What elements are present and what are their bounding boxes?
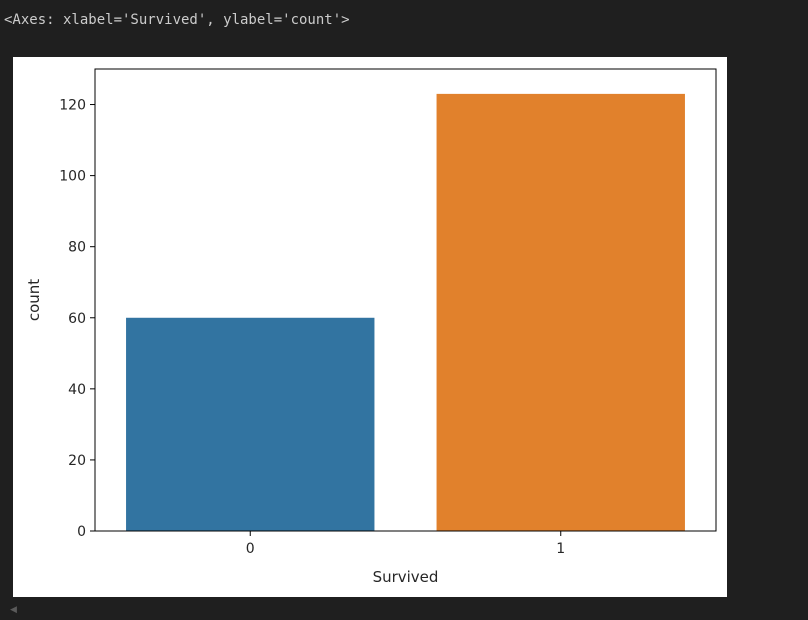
y-axis-label: count — [25, 279, 43, 321]
y-tick-label: 20 — [68, 453, 86, 469]
x-axis-label: Survived — [373, 568, 439, 586]
caret-left-icon[interactable]: ◀ — [10, 605, 17, 615]
y-axis-ticks: 0 20 40 60 80 100 120 — [59, 98, 95, 540]
bars-group — [126, 93, 685, 531]
x-tick-label: 0 — [246, 541, 255, 557]
axes-frame — [94, 68, 717, 532]
y-tick-label: 40 — [68, 382, 86, 398]
cell-output-text: <Axes: xlabel='Survived', ylabel='count'… — [4, 12, 350, 28]
bar-0 — [126, 317, 375, 531]
y-tick-label: 120 — [59, 98, 86, 114]
y-tick-label: 80 — [68, 240, 86, 256]
x-tick-label: 1 — [556, 541, 565, 557]
y-tick-label: 0 — [77, 524, 86, 540]
y-tick-label: 60 — [68, 311, 86, 327]
y-tick-label: 100 — [59, 169, 86, 185]
bar-1 — [436, 93, 685, 531]
